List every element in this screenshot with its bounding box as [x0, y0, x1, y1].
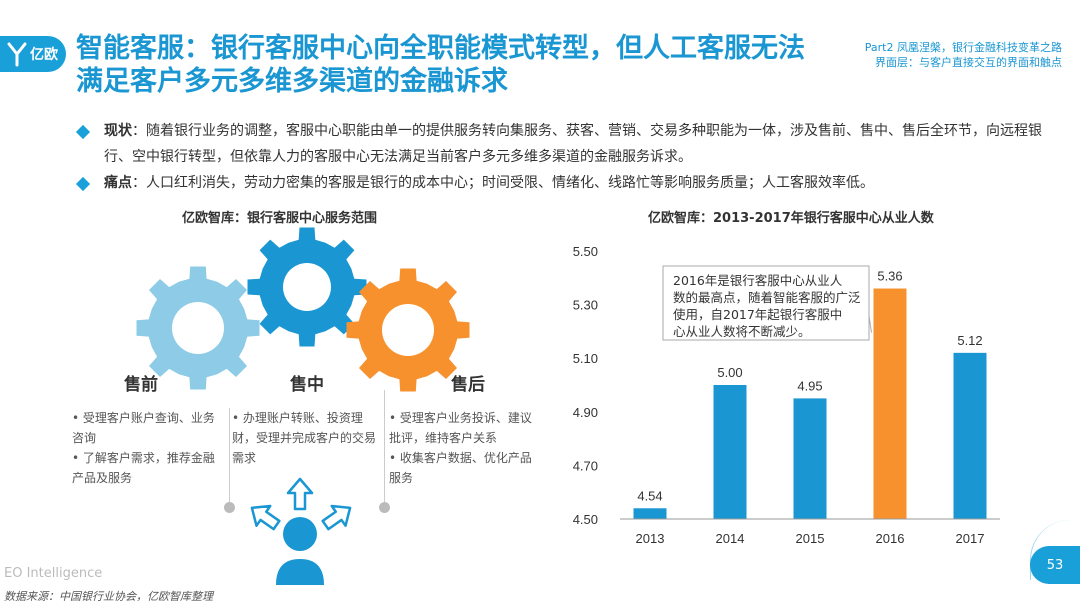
chart-annotation: 2016年是银行客服中心从业人数的最高点，随着智能客服的广泛使用，自2017年起… [662, 265, 872, 341]
stage-item: • 收集客户数据、优化产品服务 [389, 451, 532, 485]
logo-text: 亿欧 [30, 47, 58, 63]
stage-desc-pre-sale: • 受理客户账户查询、业务咨询 • 了解客户需求，推荐金融产品及服务 [72, 408, 224, 488]
diamond-bullet-icon [75, 176, 91, 192]
diamond-bullet-icon [75, 124, 91, 140]
bar-value-label: 5.00 [717, 365, 742, 380]
stage-item: • 受理客户业务投诉、建议批评，维持客户关系 [389, 411, 532, 445]
pre-sale-gear-icon [136, 266, 260, 390]
bar-2014 [713, 385, 747, 519]
gear-hole [172, 302, 224, 354]
x-tick-label: 2015 [796, 531, 825, 546]
bar-2013 [633, 508, 667, 519]
bullet-text: ：随着银行业务的调整，客服中心职能由单一的提供服务转向集服务、获客、营销、交易多… [104, 123, 1042, 165]
bar-value-label: 4.54 [637, 488, 662, 503]
corner-decoration [1030, 520, 1080, 580]
bar-value-label: 5.36 [877, 269, 902, 284]
bullet-label: 痛点 [104, 175, 132, 191]
divider-line [229, 408, 230, 504]
bullet-text: ：人口红利消失，劳动力密集的客服是银行的成本中心；时间受限、情绪化、线路忙等影响… [132, 175, 874, 191]
x-tick-label: 2013 [636, 531, 665, 546]
section-line-1: Part2 凤凰涅槃，银行金融科技变革之路 [864, 41, 1062, 54]
arrow-icon [250, 504, 281, 531]
section-line-2: 界面层：与客户直接交互的界面和触点 [875, 56, 1062, 69]
bar-2017 [953, 352, 987, 519]
bar-value-label: 4.95 [797, 378, 822, 393]
summary-bullets: 现状：随着银行业务的调整，客服中心职能由单一的提供服务转向集服务、获客、营销、交… [75, 118, 1048, 196]
stage-item: • 了解客户需求，推荐金融产品及服务 [72, 451, 215, 485]
after-sale-gear-icon [346, 268, 470, 392]
stage-desc-after-sale: • 受理客户业务投诉、建议批评，维持客户关系 • 收集客户数据、优化产品服务 [389, 408, 539, 488]
in-sale-gear-icon [247, 227, 367, 347]
y-tick-label: 4.90 [573, 405, 598, 420]
chart-title: 亿欧智库：2013-2017年银行客服中心从业人数 [648, 211, 934, 226]
divider-dot [379, 502, 390, 513]
stage-label-pre-sale: 售前 [124, 375, 158, 395]
bullet-pain-points: 痛点：人口红利消失，劳动力密集的客服是银行的成本中心；时间受限、情绪化、线路忙等… [75, 170, 1048, 196]
page-title: 智能客服：银行客服中心向全职能模式转型，但人工客服无法满足客户多元多维多渠道的金… [76, 33, 805, 97]
arrow-icon [321, 504, 352, 531]
stage-desc-in-sale: • 办理账户转账、投资理财，受理并完成客户的交易需求 [232, 408, 382, 468]
bullet-label: 现状 [104, 123, 132, 139]
y-tick-label: 5.50 [573, 244, 598, 259]
annotation-box [662, 265, 870, 341]
x-tick-label: 2014 [716, 531, 745, 546]
x-tick-label: 2016 [876, 531, 905, 546]
y-tick-label: 5.10 [573, 351, 598, 366]
gear-hole [382, 304, 434, 356]
y-tick-label: 4.50 [573, 512, 598, 527]
x-tick-label: 2017 [956, 531, 985, 546]
section-label: Part2 凤凰涅槃，银行金融科技变革之路 界面层：与客户直接交互的界面和触点 [822, 40, 1062, 70]
bar-value-labels: 4.54 5.00 4.95 5.36 5.12 [637, 269, 982, 504]
customer-service-person-icon [250, 477, 352, 585]
gear-hole [283, 263, 331, 311]
stage-label-in-sale: 售中 [290, 375, 324, 395]
stage-label-after-sale: 售后 [451, 375, 485, 395]
staff-count-bar-chart: 4.50 4.70 4.90 5.10 5.30 5.50 4.54 5.00 4.95 5.3… [573, 244, 1000, 546]
bar-2015 [793, 398, 827, 519]
footer-brand: EO Intelligence [4, 566, 103, 581]
annotation-pointer [868, 315, 872, 333]
yiou-logo-icon [7, 42, 27, 67]
x-axis-ticks: 2013 2014 2015 2016 2017 [636, 531, 985, 546]
page-number: 53 [1030, 546, 1080, 584]
bullet-status: 现状：随着银行业务的调整，客服中心职能由单一的提供服务转向集服务、获客、营销、交… [75, 118, 1048, 170]
y-axis-ticks: 4.50 4.70 4.90 5.10 5.30 5.50 [573, 244, 598, 527]
divider-line [384, 390, 385, 504]
logo: 亿欧 [0, 36, 66, 72]
service-scope-diagram [136, 227, 470, 585]
stage-item: • 受理客户账户查询、业务咨询 [72, 411, 215, 445]
annotation-text: 2016年是银行客服中心从业人数的最高点，随着智能客服的广泛使用，自2017年起… [673, 273, 861, 339]
bars [633, 288, 987, 519]
bar-2016 [873, 288, 907, 519]
divider-dot [224, 502, 235, 513]
y-tick-label: 4.70 [573, 458, 598, 473]
y-tick-label: 5.30 [573, 298, 598, 313]
bar-value-label: 5.12 [957, 333, 982, 348]
left-panel-subtitle: 亿欧智库：银行客服中心服务范围 [182, 211, 378, 226]
stage-item: • 办理账户转账、投资理财，受理并完成客户的交易需求 [232, 411, 377, 465]
arrow-icon [286, 477, 314, 511]
data-source: 数据来源：中国银行业协会，亿欧智库整理 [4, 590, 213, 603]
